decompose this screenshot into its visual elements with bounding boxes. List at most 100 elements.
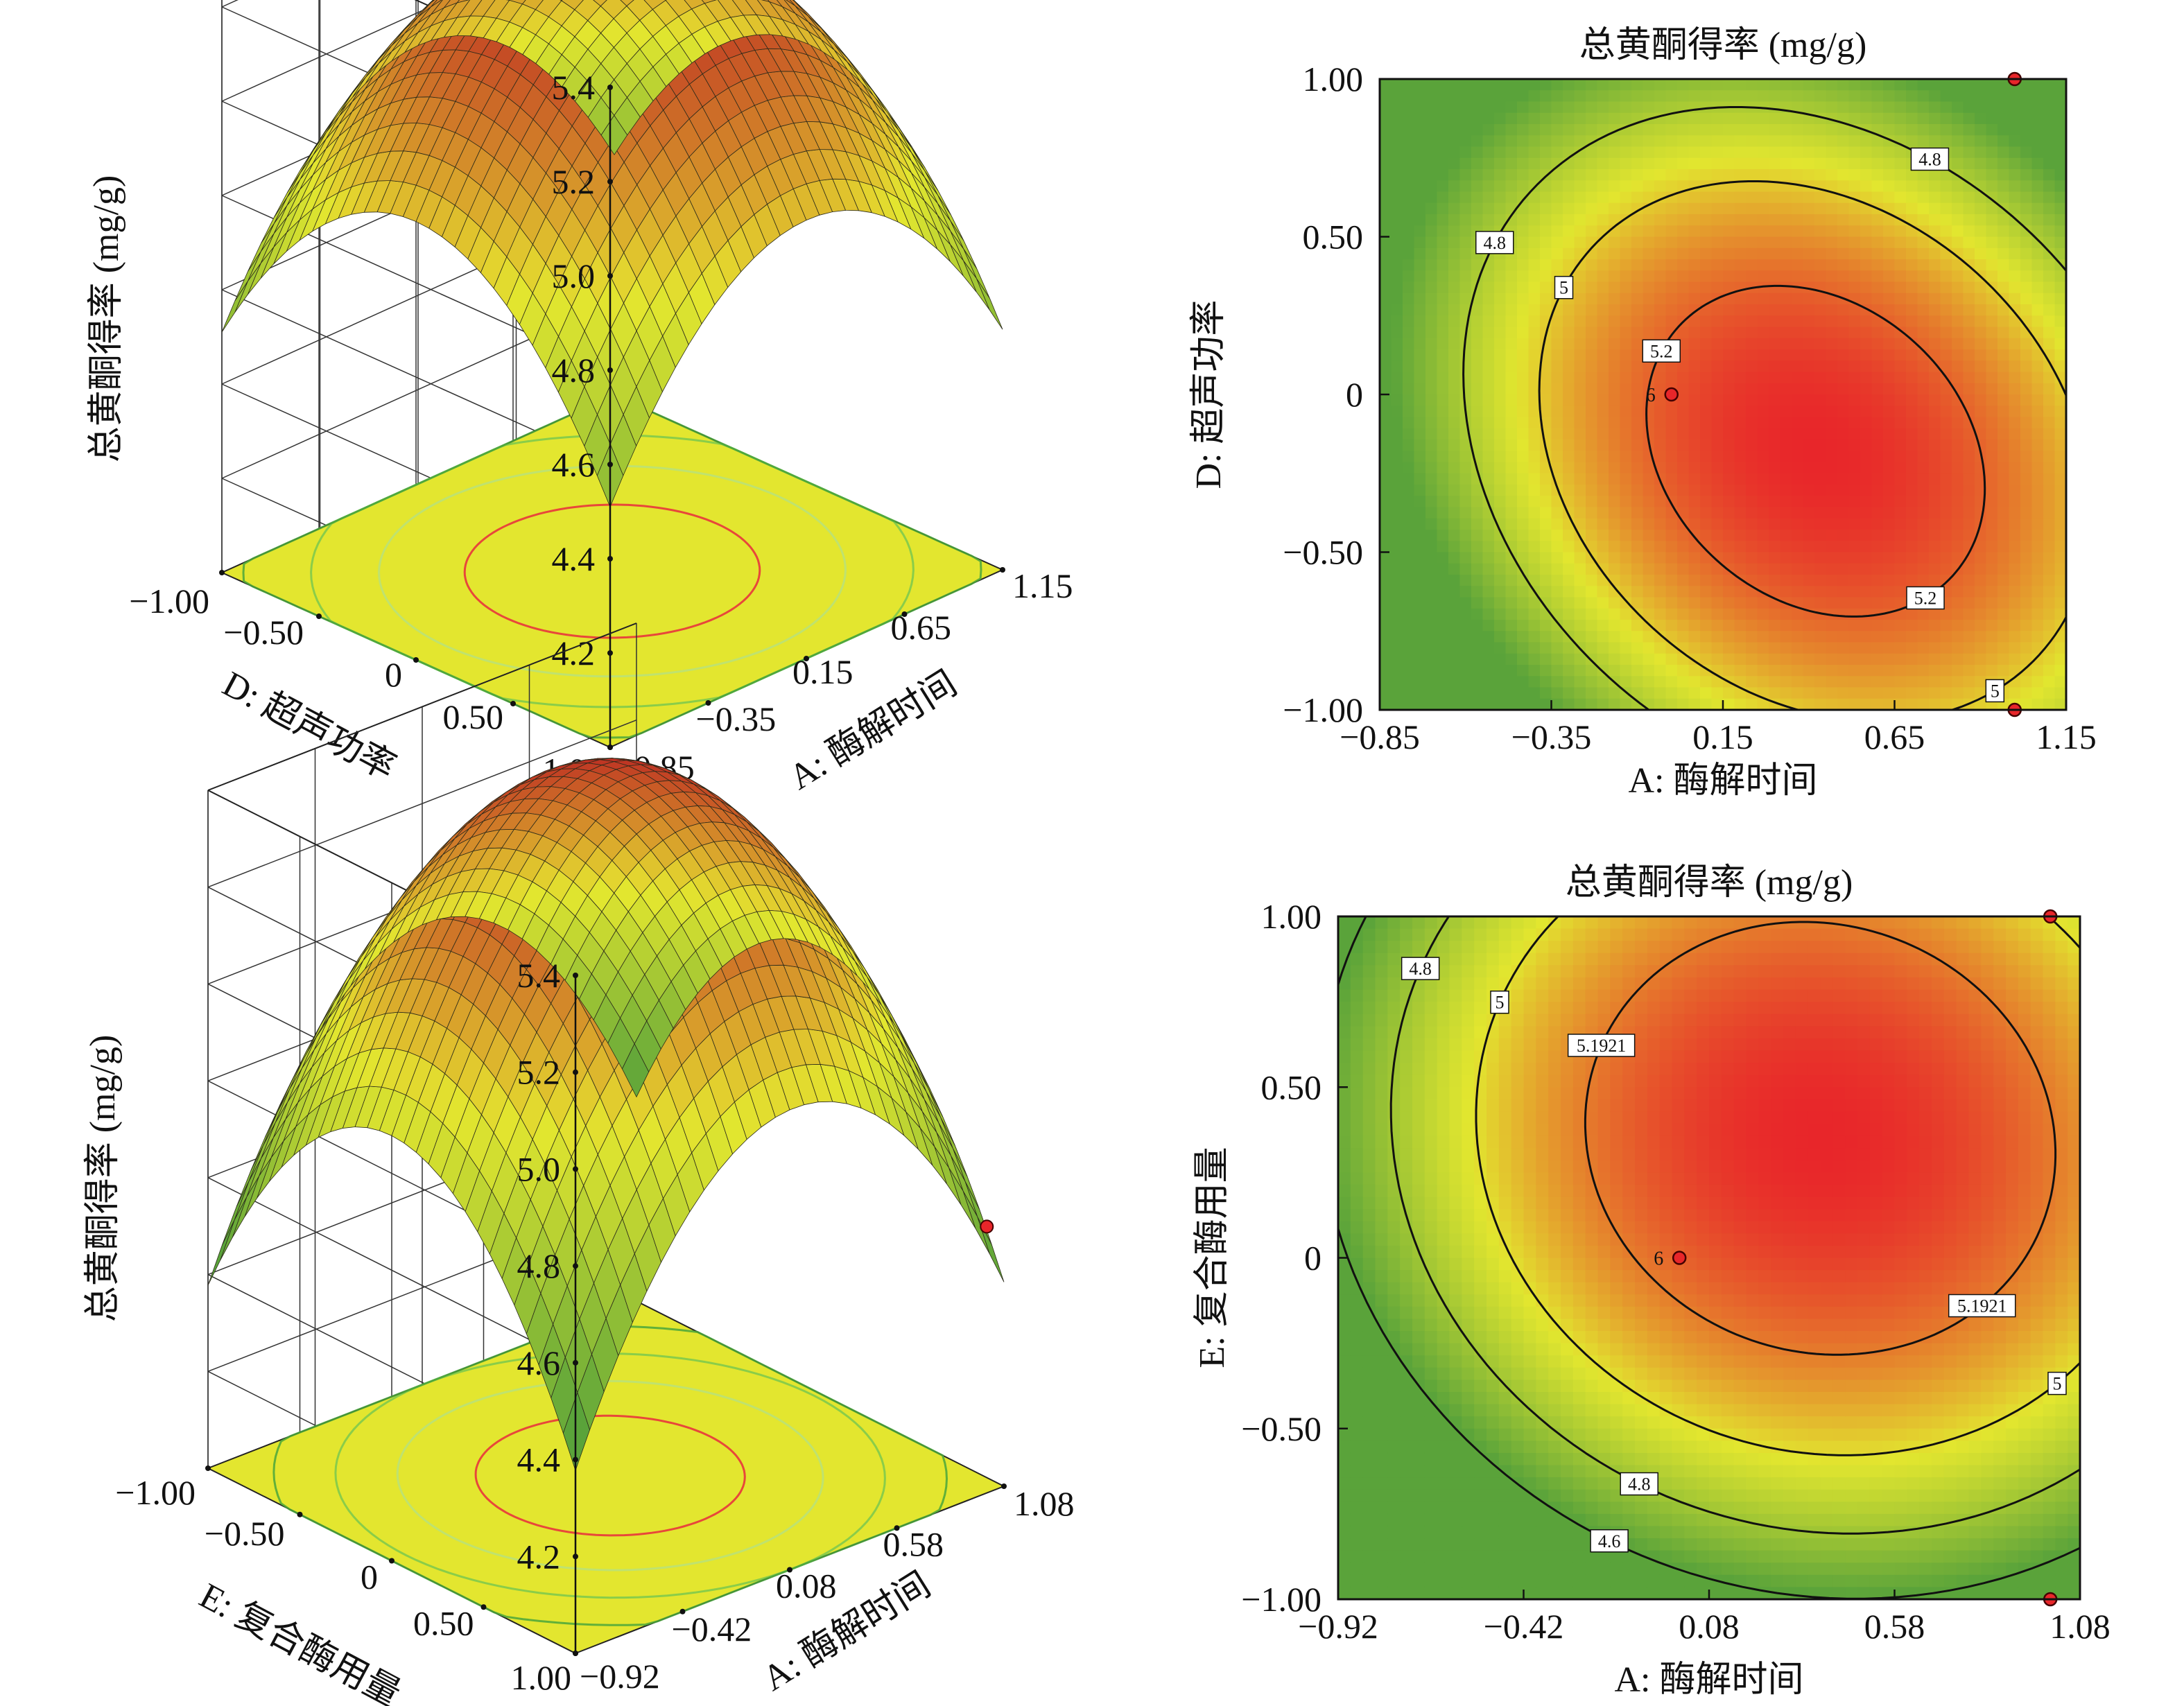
heatmap-cell: [1551, 146, 1563, 159]
heatmap-cell: [1734, 530, 1747, 541]
heatmap-cell: [1437, 259, 1449, 271]
heatmap-cell: [1574, 631, 1586, 643]
heatmap-cell: [1917, 631, 1930, 643]
heatmap-cell: [1459, 586, 1472, 598]
heatmap-cell: [1826, 135, 1838, 148]
heatmap-cell: [1792, 360, 1804, 373]
surface-z-tick-label: 4.2: [552, 634, 596, 672]
heatmap-cell: [2009, 541, 2021, 553]
heatmap-cell: [1505, 428, 1518, 440]
heatmap-cell: [1963, 462, 1975, 474]
heatmap-cell: [1654, 698, 1667, 710]
heatmap-cell: [1482, 518, 1495, 530]
heatmap-cell: [1482, 417, 1495, 429]
heatmap-cell: [2043, 101, 2056, 114]
heatmap-cell: [1929, 608, 1941, 620]
heatmap-cell: [1894, 530, 1907, 541]
heatmap-cell: [1425, 293, 1438, 305]
heatmap-cell: [1425, 101, 1438, 114]
heatmap-cell: [1975, 349, 1987, 361]
contour-y-tick-label: −0.50: [1283, 533, 1363, 572]
surface-z-tick-mark: [607, 367, 613, 373]
heatmap-cell: [1540, 270, 1552, 283]
heatmap-cell: [1792, 608, 1804, 620]
heatmap-cell: [1723, 202, 1735, 215]
heatmap-cell: [1528, 394, 1541, 406]
surface-z-tick-mark: [607, 650, 613, 656]
heatmap-cell: [1723, 372, 1735, 384]
heatmap-cell: [1917, 135, 1930, 148]
heatmap-cell: [1871, 372, 1884, 384]
heatmap-cell: [2031, 191, 2044, 204]
heatmap-cell: [1780, 575, 1792, 586]
heatmap-cell: [1620, 518, 1632, 530]
heatmap-cell: [1528, 79, 1541, 91]
heatmap-cell: [1837, 473, 1850, 485]
heatmap-cell: [1997, 665, 2010, 677]
heatmap-cell: [1414, 383, 1426, 395]
heatmap-cell: [1391, 485, 1403, 496]
heatmap-cell: [1586, 304, 1598, 316]
heatmap-cell: [1482, 135, 1495, 148]
heatmap-cell: [2054, 541, 2066, 553]
heatmap-cell: [1997, 586, 2010, 598]
heatmap-cell: [1391, 383, 1403, 395]
heatmap-cell: [1665, 530, 1678, 541]
heatmap-cell: [1688, 281, 1701, 294]
heatmap-cell: [1883, 191, 1896, 204]
heatmap-cell: [1620, 665, 1632, 677]
heatmap-cell: [1414, 530, 1426, 541]
heatmap-cell: [1665, 112, 1678, 125]
heatmap-cell: [2031, 157, 2044, 170]
heatmap-cell: [1848, 608, 1861, 620]
heatmap-cell: [1769, 135, 1781, 148]
heatmap-cell: [2020, 665, 2033, 677]
heatmap-cell: [1380, 518, 1392, 530]
heatmap-cell: [1471, 180, 1484, 193]
heatmap-cell: [1848, 90, 1861, 103]
heatmap-cell: [1551, 214, 1563, 226]
heatmap-cell: [1700, 327, 1713, 339]
heatmap-cell: [1414, 169, 1426, 181]
heatmap-cell: [1871, 135, 1884, 148]
heatmap-cell: [1563, 462, 1575, 474]
heatmap-cell: [1414, 293, 1426, 305]
heatmap-cell: [1837, 563, 1850, 575]
heatmap-cell: [1826, 575, 1838, 586]
heatmap-cell: [1814, 507, 1827, 519]
heatmap-cell: [1574, 101, 1586, 114]
heatmap-cell: [2020, 428, 2033, 440]
heatmap-cell: [1894, 281, 1907, 294]
heatmap-cell: [1826, 687, 1838, 699]
heatmap-cell: [2009, 473, 2021, 485]
heatmap-cell: [1792, 247, 1804, 260]
heatmap-cell: [1997, 315, 2010, 328]
heatmap-cell: [1563, 586, 1575, 598]
heatmap-cell: [1917, 417, 1930, 429]
heatmap-cell: [2020, 541, 2033, 553]
heatmap-cell: [1780, 439, 1792, 451]
heatmap-cell: [1425, 473, 1438, 485]
heatmap-cell: [2009, 496, 2021, 508]
heatmap-cell: [1803, 124, 1815, 136]
heatmap-cell: [1665, 631, 1678, 643]
heatmap-cell: [1780, 360, 1792, 373]
heatmap-cell: [1929, 417, 1941, 429]
heatmap-cell: [1654, 575, 1667, 586]
heatmap-cell: [1620, 327, 1632, 339]
heatmap-cell: [1929, 665, 1941, 677]
heatmap-cell: [1574, 338, 1586, 350]
heatmap-cell: [1952, 428, 1964, 440]
heatmap-cell: [1814, 541, 1827, 553]
heatmap-cell: [1414, 563, 1426, 575]
heatmap-cell: [1780, 372, 1792, 384]
heatmap-cell: [1826, 304, 1838, 316]
heatmap-cell: [1654, 236, 1667, 249]
heatmap-cell: [1597, 687, 1609, 699]
heatmap-cell: [1563, 698, 1575, 710]
heatmap-cell: [1551, 439, 1563, 451]
heatmap-cell: [1883, 101, 1896, 114]
heatmap-cell: [1551, 135, 1563, 148]
heatmap-cell: [1940, 541, 1952, 553]
heatmap-cell: [1391, 157, 1403, 170]
